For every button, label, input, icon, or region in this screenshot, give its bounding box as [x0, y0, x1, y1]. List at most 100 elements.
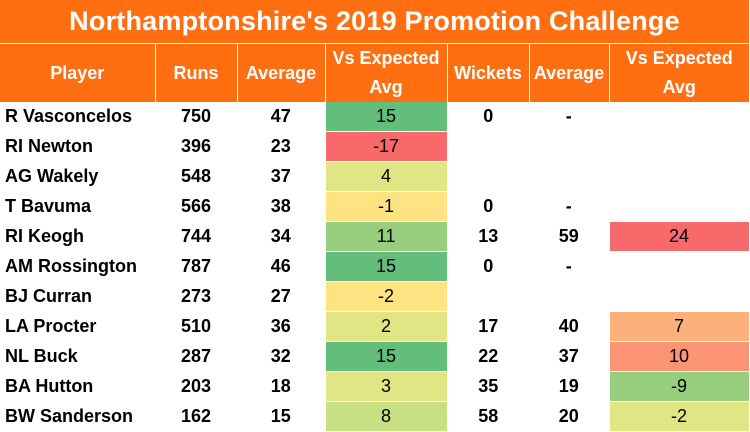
cell-bowling-vs-expected: 24 [608, 221, 750, 252]
cell-batting-vs-expected: 15 [324, 102, 448, 132]
cell-runs: 162 [155, 401, 237, 432]
header-player: Player [0, 44, 156, 102]
cell-player: NL Buck [0, 341, 155, 372]
cell-runs: 548 [155, 161, 237, 192]
cell-bowling-average: 19 [529, 371, 609, 402]
cell-bowling-average: - [529, 102, 609, 132]
cell-wickets [447, 161, 529, 192]
table-row: T Bavuma 566 38 -1 0- [0, 191, 750, 222]
cell-batting-average: 47 [237, 102, 325, 132]
cell-batting-vs-expected: 8 [324, 401, 448, 432]
cell-batting-average: 32 [237, 341, 325, 372]
cell-batting-average: 38 [237, 191, 325, 222]
header-batting-average: Average [237, 44, 326, 102]
cell-runs: 287 [155, 341, 237, 372]
table-body: R Vasconcelos 750 47 15 0- RI Newton 396 23 -17 A… [0, 102, 750, 432]
table-row: RI Keogh 744 34 11 13 59 24 [0, 221, 750, 252]
cell-batting-vs-expected: 3 [324, 371, 448, 402]
cell-wickets: 58 [447, 401, 529, 432]
cell-bowling-vs-expected: -2 [608, 401, 750, 432]
cell-wickets: 0 [447, 102, 529, 132]
cell-wickets: 35 [447, 371, 529, 402]
cell-runs: 510 [155, 311, 237, 342]
cell-bowling-vs-expected: -9 [608, 371, 750, 402]
table-row: R Vasconcelos 750 47 15 0- [0, 102, 750, 132]
cell-batting-vs-expected: 15 [324, 341, 448, 372]
cell-batting-average: 46 [237, 251, 325, 282]
cell-wickets: 0 [447, 191, 529, 222]
cell-runs: 273 [155, 281, 237, 312]
cell-player: AG Wakely [0, 161, 155, 192]
cell-player: BW Sanderson [0, 401, 155, 432]
cell-batting-vs-expected: 15 [324, 251, 448, 282]
stats-table: Player Runs Average Vs Expected Avg Wick… [0, 44, 750, 432]
cell-player: RI Newton [0, 131, 155, 162]
cell-bowling-vs-expected [608, 281, 750, 312]
header-wickets: Wickets [447, 44, 530, 102]
cell-batting-vs-expected: 11 [324, 221, 448, 252]
cell-bowling-vs-expected [608, 161, 750, 192]
cell-batting-average: 23 [237, 131, 325, 162]
cell-bowling-average: 20 [529, 401, 609, 432]
cell-runs: 750 [155, 102, 237, 132]
cell-batting-average: 37 [237, 161, 325, 192]
cell-player: BA Hutton [0, 371, 155, 402]
cell-player: RI Keogh [0, 221, 155, 252]
cell-player: R Vasconcelos [0, 102, 155, 132]
header-row: Player Runs Average Vs Expected Avg Wick… [0, 44, 749, 102]
cell-bowling-average: 37 [529, 341, 609, 372]
cell-bowling-vs-expected [608, 131, 750, 162]
header-bowling-vs-expected: Vs Expected Avg [609, 44, 749, 102]
cell-bowling-average [529, 281, 609, 312]
cell-wickets: 0 [447, 251, 529, 282]
cell-bowling-average [529, 131, 609, 162]
cell-runs: 787 [155, 251, 237, 282]
cell-batting-vs-expected: 4 [324, 161, 448, 192]
cell-batting-vs-expected: 2 [324, 311, 448, 342]
table-row: AM Rossington 787 46 15 0- [0, 251, 750, 282]
cell-wickets [447, 131, 529, 162]
table-row: LA Procter 510 36 2 17 40 7 [0, 311, 750, 342]
cell-runs: 744 [155, 221, 237, 252]
cell-bowling-average: - [529, 251, 609, 282]
cell-wickets [447, 281, 529, 312]
table-row: NL Buck 287 32 15 22 37 10 [0, 341, 750, 372]
page-title: Northamptonshire's 2019 Promotion Challe… [0, 0, 749, 44]
cell-batting-average: 18 [237, 371, 325, 402]
table-row: BJ Curran 273 27 -2 [0, 281, 750, 312]
cell-batting-vs-expected: -1 [324, 191, 448, 222]
cell-bowling-average: - [529, 191, 609, 222]
cell-player: LA Procter [0, 311, 155, 342]
table-row: BW Sanderson 162 15 8 58 20 -2 [0, 401, 750, 432]
cell-runs: 203 [155, 371, 237, 402]
table-row: BA Hutton 203 18 3 35 19 -9 [0, 371, 750, 402]
cell-wickets: 22 [447, 341, 529, 372]
cell-bowling-average: 59 [529, 221, 609, 252]
cell-player: T Bavuma [0, 191, 155, 222]
cell-bowling-average: 40 [529, 311, 609, 342]
cell-player: BJ Curran [0, 281, 155, 312]
cell-wickets: 17 [447, 311, 529, 342]
cell-runs: 396 [155, 131, 237, 162]
table-row: RI Newton 396 23 -17 [0, 131, 750, 162]
cell-bowling-vs-expected: 10 [608, 341, 750, 372]
header-batting-vs-expected: Vs Expected Avg [325, 44, 448, 102]
cell-runs: 566 [155, 191, 237, 222]
cell-bowling-vs-expected [608, 102, 750, 132]
header-runs: Runs [155, 44, 238, 102]
cell-bowling-average [529, 161, 609, 192]
cell-batting-average: 34 [237, 221, 325, 252]
cell-bowling-vs-expected [608, 191, 750, 222]
cell-wickets: 13 [447, 221, 529, 252]
cell-bowling-vs-expected [608, 251, 750, 282]
cell-bowling-vs-expected: 7 [608, 311, 750, 342]
cell-player: AM Rossington [0, 251, 155, 282]
header-bowling-average: Average [529, 44, 610, 102]
table-row: AG Wakely 548 37 4 [0, 161, 750, 192]
cell-batting-average: 27 [237, 281, 325, 312]
cell-batting-vs-expected: -2 [324, 281, 448, 312]
cell-batting-average: 15 [237, 401, 325, 432]
cell-batting-vs-expected: -17 [324, 131, 448, 162]
cell-batting-average: 36 [237, 311, 325, 342]
